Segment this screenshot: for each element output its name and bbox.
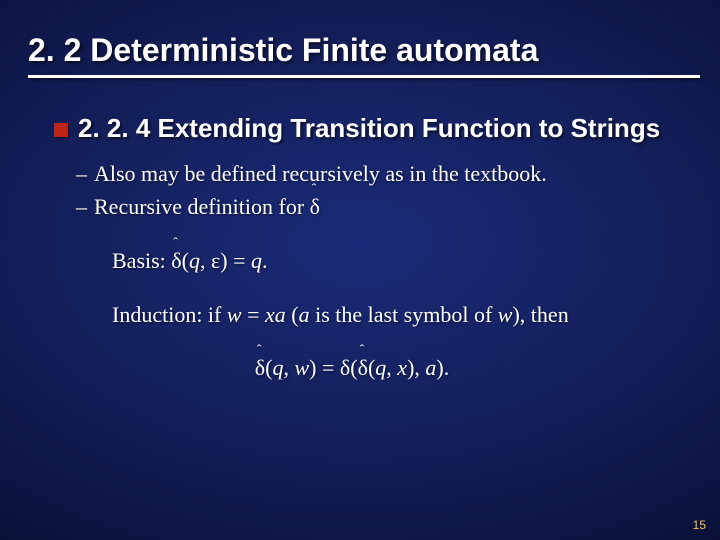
ind-mid: is the last symbol of [310, 302, 498, 327]
page-number: 15 [693, 518, 706, 532]
delta-hat-icon: ˆδ [171, 246, 181, 276]
f-open2: ( [350, 355, 357, 380]
body: 2. 2. 4 Extending Transition Function to… [54, 112, 690, 383]
basis-comma: , [200, 248, 211, 273]
basis-label: Basis: [112, 248, 171, 273]
basis-close: ) = [220, 248, 251, 273]
delta-hat-icon: ˆδ [255, 353, 265, 383]
ind-prefix: Induction: if [112, 302, 227, 327]
section-heading: 2. 2. 4 Extending Transition Function to… [54, 112, 690, 145]
f-delta: δ [340, 355, 350, 380]
ind-w: w [227, 302, 242, 327]
ind-a: a [299, 302, 310, 327]
f-close3: ). [436, 355, 449, 380]
f-close2: ), [407, 355, 425, 380]
f-q1: q [272, 355, 283, 380]
basis-period: . [262, 248, 268, 273]
delta-hat-icon: ˆδ [310, 192, 320, 222]
ind-xa: xa [265, 302, 286, 327]
f-x: x [397, 355, 407, 380]
formula-line: ˆδ(q, w) = δ(ˆδ(q, x), a). [54, 353, 650, 383]
ind-popen: ( [286, 302, 299, 327]
ind-pclose: ), then [512, 302, 568, 327]
point-2-text: Recursive definition for [94, 194, 310, 219]
point-1: Also may be defined recursively as in th… [76, 159, 690, 189]
slide-title: 2. 2 Deterministic Finite automata [28, 32, 700, 69]
f-c1: , [283, 355, 294, 380]
f-w: w [294, 355, 309, 380]
f-closeeq: ) = [309, 355, 340, 380]
slide: 2. 2 Deterministic Finite automata 2. 2.… [0, 0, 720, 540]
f-q2: q [375, 355, 386, 380]
induction-line: Induction: if w = xa (a is the last symb… [112, 300, 690, 330]
delta-hat-icon: ˆδ [358, 353, 368, 383]
basis-rhs: q [251, 248, 262, 273]
basis-q: q [189, 248, 200, 273]
ind-w2: w [498, 302, 513, 327]
basis-open: ( [182, 248, 189, 273]
basis-eps: ε [211, 248, 220, 273]
f-a: a [425, 355, 436, 380]
ind-eq: = [242, 302, 265, 327]
title-block: 2. 2 Deterministic Finite automata [28, 32, 700, 78]
point-2: Recursive definition for ˆδ [76, 192, 690, 222]
f-c2: , [386, 355, 397, 380]
basis-line: Basis: ˆδ(q, ε) = q. [112, 246, 690, 276]
title-underline [28, 75, 700, 78]
